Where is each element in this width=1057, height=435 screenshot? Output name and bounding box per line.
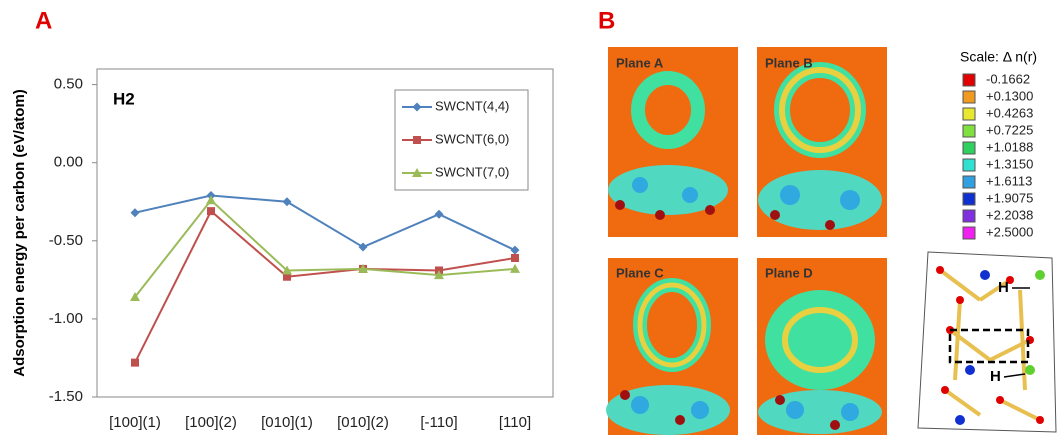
- series-line: [134, 194, 516, 252]
- y-axis-label: Adsorption energy per carbon (eV/atom): [11, 89, 28, 377]
- scale-label: +2.2038: [986, 207, 1033, 222]
- scale-swatch: [962, 175, 976, 189]
- legend-label: SWCNT(6,0): [435, 131, 509, 146]
- scale-label: +1.3150: [986, 156, 1033, 171]
- plane-d-image: [757, 258, 887, 435]
- scale-swatch: [962, 73, 976, 87]
- structure-image: H H: [917, 251, 1057, 433]
- data-point: [510, 245, 520, 255]
- y-tick-label: -1.00: [49, 310, 83, 327]
- atom-label: H: [998, 279, 1009, 296]
- data-point: [510, 263, 520, 273]
- scale-label: +1.0188: [986, 139, 1033, 154]
- scale-label: +1.6113: [986, 173, 1032, 188]
- plane-label: Plane C: [616, 265, 664, 280]
- plane-a-image: [608, 47, 738, 237]
- x-tick-label: [100](2): [185, 414, 237, 431]
- scale-swatch: [962, 141, 976, 155]
- scale-swatch: [962, 226, 976, 240]
- data-point: [282, 197, 292, 207]
- data-point: [207, 207, 215, 216]
- scale-label: +2.5000: [986, 224, 1033, 239]
- plane-label: Plane D: [765, 265, 813, 280]
- scale-swatch: [962, 124, 976, 138]
- plot-frame: [96, 68, 554, 398]
- plane-b-image: [757, 47, 887, 237]
- y-tick-label: -1.50: [49, 388, 83, 405]
- data-point: [130, 208, 140, 218]
- series-line: [134, 209, 516, 364]
- data-point: [358, 242, 368, 252]
- x-tick-label: [100](1): [109, 414, 161, 431]
- x-tick-label: [010](2): [337, 414, 389, 431]
- plane-label: Plane B: [765, 55, 813, 70]
- scale-label: -0.1662: [986, 71, 1030, 86]
- series-line: [134, 198, 516, 298]
- legend-marker: [412, 168, 422, 177]
- data-point: [131, 358, 139, 367]
- scale-title: Scale: Δ n(r): [960, 49, 1037, 65]
- panel-label: A: [35, 7, 52, 34]
- scale-label: +1.9075: [986, 190, 1033, 205]
- legend-label: SWCNT(4,4): [435, 98, 509, 113]
- chart-title: H2: [113, 89, 135, 108]
- data-point: [283, 272, 291, 281]
- data-point: [282, 265, 292, 275]
- legend-marker: [412, 102, 422, 112]
- data-point: [206, 195, 216, 205]
- y-tick-label: 0.50: [54, 76, 83, 93]
- data-point: [511, 253, 519, 262]
- atom-label: H: [990, 368, 1001, 385]
- scale-swatch: [962, 107, 976, 121]
- scale-swatch: [962, 192, 976, 206]
- x-tick-label: [-110]: [420, 414, 457, 431]
- legend-marker: [413, 136, 421, 144]
- legend-label: SWCNT(7,0): [435, 164, 509, 179]
- data-point: [434, 270, 444, 280]
- scale-swatch: [962, 90, 976, 104]
- y-tick-label: 0.00: [54, 154, 83, 171]
- data-point: [434, 209, 444, 219]
- data-point: [358, 263, 368, 273]
- scale-label: +0.4263: [986, 105, 1033, 120]
- x-tick-label: [110]: [499, 414, 531, 431]
- panel-label: B: [598, 7, 615, 34]
- scale-label: +0.7225: [986, 122, 1033, 137]
- y-tick-label: -0.50: [49, 232, 83, 249]
- plane-c-image: [606, 258, 738, 435]
- density-maps: Plane A Plane B Plane C Plane D: [606, 47, 887, 435]
- plane-label: Plane A: [616, 55, 664, 70]
- x-tick-label: [010](1): [261, 414, 313, 431]
- scale-swatch: [962, 158, 976, 172]
- scale-swatch: [962, 209, 976, 223]
- scale-label: +0.1300: [986, 88, 1033, 103]
- data-point: [130, 292, 140, 302]
